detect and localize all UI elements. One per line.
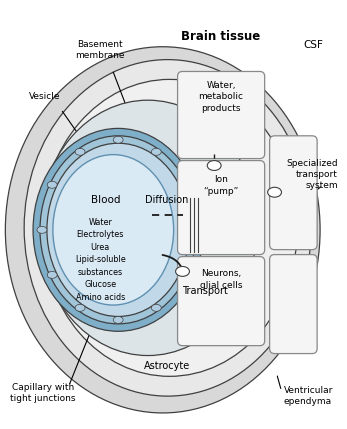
FancyBboxPatch shape — [270, 254, 317, 353]
Text: Basement
membrane: Basement membrane — [76, 40, 125, 60]
FancyBboxPatch shape — [178, 72, 265, 159]
Ellipse shape — [176, 266, 189, 276]
Text: Ion
“pump”: Ion “pump” — [203, 175, 239, 196]
Ellipse shape — [53, 154, 174, 305]
Text: Transport: Transport — [183, 286, 228, 296]
Text: Astrocyte: Astrocyte — [144, 361, 190, 372]
Ellipse shape — [47, 272, 57, 278]
Ellipse shape — [5, 47, 320, 413]
Ellipse shape — [179, 181, 189, 188]
Ellipse shape — [33, 128, 203, 331]
Ellipse shape — [39, 100, 257, 356]
Ellipse shape — [151, 148, 161, 155]
Text: Blood: Blood — [91, 195, 120, 205]
Ellipse shape — [37, 227, 47, 233]
Ellipse shape — [189, 227, 199, 233]
Text: Water
Electrolytes
Urea
Lipid-soluble
substances
Glucose
Amino acids: Water Electrolytes Urea Lipid-soluble su… — [75, 218, 126, 302]
Text: Water,
metabolic
products: Water, metabolic products — [198, 82, 244, 112]
FancyBboxPatch shape — [178, 257, 265, 346]
FancyBboxPatch shape — [270, 136, 317, 250]
Text: CSF: CSF — [303, 40, 323, 50]
Ellipse shape — [75, 305, 85, 311]
Text: Brain tissue: Brain tissue — [181, 30, 261, 43]
Ellipse shape — [47, 181, 57, 188]
Text: Vesicle: Vesicle — [29, 92, 61, 101]
Ellipse shape — [47, 143, 189, 317]
Ellipse shape — [207, 160, 221, 170]
Text: Diffusion: Diffusion — [145, 195, 188, 205]
Ellipse shape — [151, 305, 161, 311]
Text: Capillary with
tight junctions: Capillary with tight junctions — [10, 383, 76, 403]
Text: Specialized
transport
system: Specialized transport system — [286, 159, 338, 190]
Ellipse shape — [113, 317, 123, 323]
Ellipse shape — [42, 79, 297, 376]
Text: Neurons,
glial cells: Neurons, glial cells — [200, 269, 242, 290]
Ellipse shape — [268, 187, 281, 197]
FancyBboxPatch shape — [178, 160, 265, 254]
FancyArrowPatch shape — [162, 255, 186, 275]
Ellipse shape — [179, 272, 189, 278]
Ellipse shape — [113, 136, 123, 143]
Ellipse shape — [75, 148, 85, 155]
Ellipse shape — [24, 60, 311, 396]
Ellipse shape — [40, 136, 196, 324]
Text: Ventricular
ependyma: Ventricular ependyma — [283, 386, 333, 406]
